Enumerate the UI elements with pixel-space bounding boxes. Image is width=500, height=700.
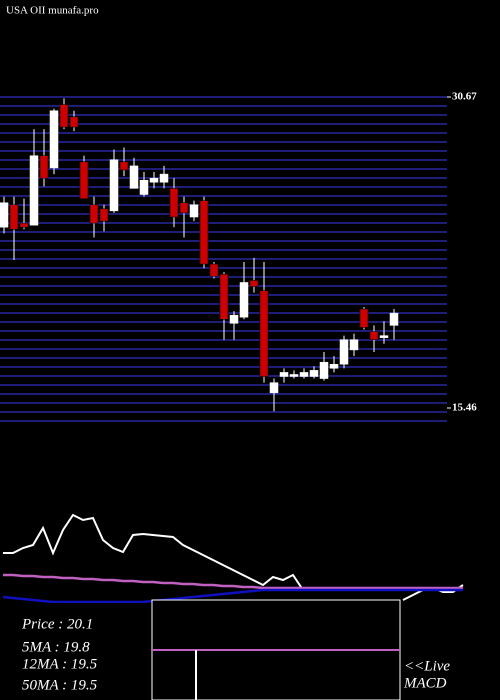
candle-body bbox=[239, 282, 249, 318]
candle-body bbox=[0, 202, 9, 228]
candle-body bbox=[109, 159, 119, 212]
candle-body bbox=[209, 263, 219, 277]
candle-body bbox=[299, 372, 309, 377]
candle-body bbox=[89, 204, 99, 224]
candle-body bbox=[39, 155, 49, 179]
candle-body bbox=[49, 110, 59, 169]
candle-body bbox=[129, 165, 139, 189]
candle-body bbox=[69, 116, 79, 128]
y-tick-label: 30.67 bbox=[452, 91, 477, 103]
candle-body bbox=[389, 312, 399, 326]
candle-body bbox=[9, 204, 19, 230]
candle-body bbox=[289, 374, 299, 377]
candle-body bbox=[189, 204, 199, 218]
info-12ma: 12MA : 19.5 bbox=[22, 656, 98, 672]
info-5ma: 5MA : 19.8 bbox=[22, 639, 90, 655]
candle-body bbox=[59, 104, 69, 128]
candle-body bbox=[139, 179, 149, 195]
candle-body bbox=[319, 361, 329, 379]
candle-body bbox=[359, 308, 369, 328]
candle-body bbox=[19, 222, 29, 228]
candle-body bbox=[99, 208, 109, 222]
candle-body bbox=[379, 335, 389, 338]
candle-body bbox=[369, 331, 379, 340]
candle-body bbox=[159, 173, 169, 183]
indicator-line bbox=[2, 588, 463, 603]
candle-body bbox=[219, 274, 229, 320]
candle-body bbox=[199, 200, 209, 265]
candle-body bbox=[179, 202, 189, 214]
indicator-line bbox=[3, 573, 463, 590]
info-50ma: 50MA : 19.5 bbox=[22, 677, 98, 693]
candle-body bbox=[229, 314, 239, 324]
candle-body bbox=[339, 339, 349, 365]
candle-body bbox=[119, 161, 129, 171]
candle-body bbox=[269, 382, 279, 394]
candle-body bbox=[259, 290, 269, 377]
chart-title: USA OII munafa.pro bbox=[6, 5, 99, 17]
macd-label: MACD bbox=[403, 675, 447, 691]
candle-body bbox=[79, 161, 89, 199]
candle-body bbox=[279, 372, 289, 377]
info-price: Price : 20.1 bbox=[21, 616, 93, 632]
y-tick-label: 15.46 bbox=[452, 402, 477, 414]
candle-body bbox=[169, 188, 179, 218]
candle-body bbox=[249, 280, 259, 287]
candles: 15.46 30.67 bbox=[0, 91, 477, 414]
candle-body bbox=[149, 177, 159, 183]
indicator-panel bbox=[2, 513, 464, 603]
candle-body bbox=[349, 339, 359, 351]
candle-body bbox=[29, 155, 39, 226]
macd-label: <<Live bbox=[404, 658, 450, 674]
candle-body bbox=[329, 363, 339, 369]
candle-body bbox=[309, 370, 319, 377]
